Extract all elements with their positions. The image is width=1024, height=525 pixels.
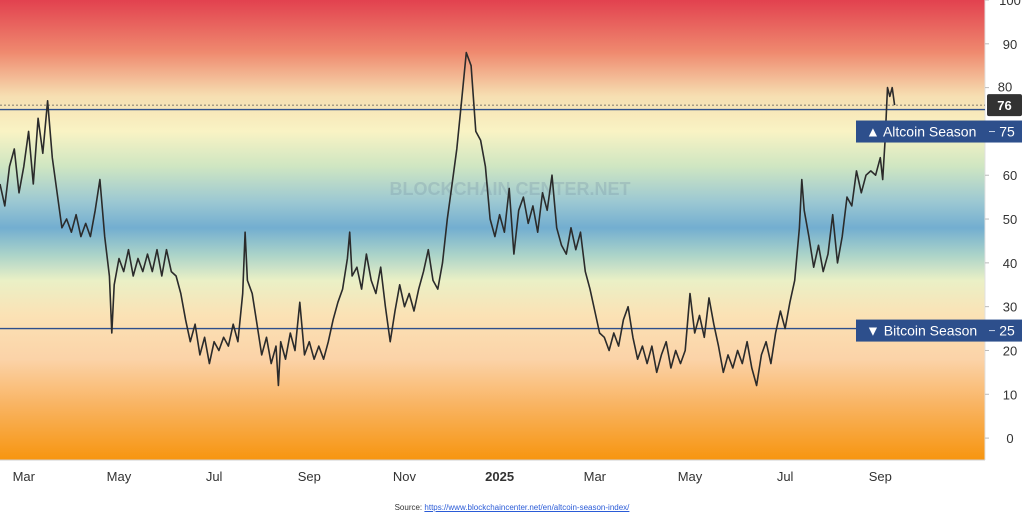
bottom-strip — [0, 460, 1024, 525]
reference-tag — [856, 120, 1022, 143]
reference-lines — [0, 104, 985, 330]
y-tick-label: 90 — [1003, 37, 1017, 52]
x-tick-label: Mar — [584, 469, 607, 484]
y-tick-label: 10 — [1003, 387, 1017, 402]
x-axis-ticks: Mar May Jul Sep Nov 2025 Mar May Jul Sep — [13, 469, 892, 484]
x-tick-label: Sep — [298, 469, 321, 484]
x-tick-label: Jul — [777, 469, 794, 484]
y-tick-label: 100 — [999, 0, 1021, 8]
reference-tag-value: 75 — [999, 124, 1015, 140]
y-tick-label: 30 — [1003, 300, 1017, 315]
source-note: Source: https://www.blockchaincenter.net… — [0, 503, 1024, 512]
x-tick-label: 2025 — [485, 469, 514, 484]
x-tick-label: Nov — [393, 469, 417, 484]
x-tick-label: May — [678, 469, 703, 484]
y-tick-label: 40 — [1003, 256, 1017, 271]
y-tick-label: 20 — [1003, 343, 1017, 358]
current-value-tag — [987, 94, 1022, 117]
source-prefix: Source: — [394, 503, 423, 512]
source-link[interactable]: https://www.blockchaincenter.net/en/altc… — [424, 503, 630, 512]
x-tick-label: May — [107, 469, 132, 484]
reference-tag-label: ▲ Altcoin Season — [866, 124, 976, 140]
series-layer — [0, 51, 896, 387]
reference-tag-value: 25 — [999, 323, 1015, 339]
current-value-label: 76 — [997, 98, 1011, 113]
y-tick-label: 50 — [1003, 212, 1017, 227]
y-tick-label: 80 — [998, 80, 1012, 95]
y-tick-label: 0 — [1006, 431, 1013, 446]
axis-strip — [985, 0, 1024, 460]
reference-tags: 76 ▲ Altcoin Season 75 ▼ Bitcoin Season 25 — [856, 94, 1022, 342]
y-tick-label: 60 — [1003, 168, 1017, 183]
x-tick-label: Mar — [13, 469, 36, 484]
x-tick-label: Jul — [206, 469, 223, 484]
reference-tag-label: ▼ Bitcoin Season — [866, 323, 977, 339]
reference-tag — [856, 319, 1022, 342]
x-tick-label: Sep — [869, 469, 892, 484]
